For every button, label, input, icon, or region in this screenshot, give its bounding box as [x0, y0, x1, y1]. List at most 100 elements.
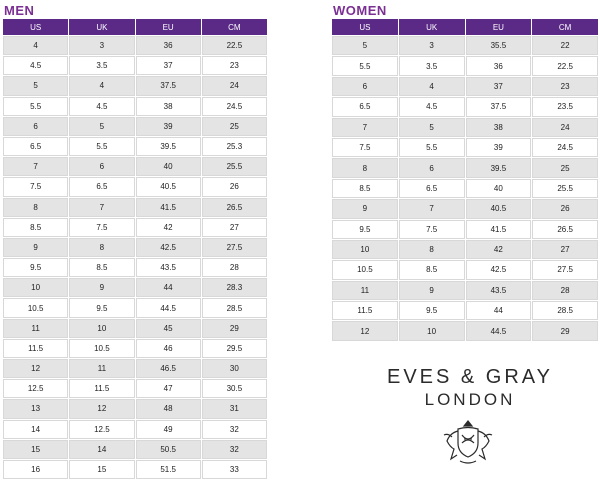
- table-cell: 7.5: [69, 217, 135, 237]
- table-cell: 25: [532, 158, 598, 178]
- table-cell: 43.5: [135, 258, 201, 278]
- table-cell: 3.5: [398, 56, 465, 76]
- table-row: 4.5 3.5 37 23: [3, 56, 267, 76]
- table-cell: 7.5: [398, 219, 465, 239]
- table-row: 7 5 38 24: [332, 117, 598, 137]
- table-cell: 10: [69, 318, 135, 338]
- table-cell: 23: [532, 76, 598, 97]
- men-column-header: UK: [69, 19, 135, 35]
- table-cell: 27.5: [532, 260, 598, 280]
- table-cell: 45: [135, 318, 201, 338]
- table-cell: 8.5: [398, 260, 465, 280]
- table-cell: 15: [3, 439, 69, 459]
- table-cell: 35.5: [465, 36, 532, 56]
- table-cell: 24: [201, 76, 267, 96]
- women-column-header: UK: [398, 19, 465, 35]
- table-cell: 25.5: [532, 178, 598, 199]
- table-cell: 47: [135, 379, 201, 399]
- table-cell: 30: [201, 359, 267, 379]
- table-row: 10 9 44 28.3: [3, 278, 267, 298]
- table-cell: 4: [69, 76, 135, 96]
- table-cell: 36: [465, 56, 532, 76]
- women-size-table: US UK EU CM 5 3 35.5 22 5.5 3.5 36 22.5 6 4 37 23 6.5 4.…: [331, 18, 599, 342]
- table-row: 4 3 36 22.5: [3, 36, 267, 56]
- table-cell: 24: [532, 117, 598, 137]
- table-cell: 12: [332, 321, 398, 341]
- table-row: 9 8 42.5 27.5: [3, 237, 267, 258]
- table-cell: 10.5: [69, 338, 135, 358]
- table-cell: 10: [398, 321, 465, 341]
- table-row: 15 14 50.5 32: [3, 439, 267, 459]
- table-cell: 37.5: [465, 97, 532, 117]
- brand-name: EVES & GRAY: [386, 366, 553, 388]
- table-cell: 28: [201, 258, 267, 278]
- table-cell: 28.5: [201, 298, 267, 318]
- table-cell: 46: [135, 338, 201, 358]
- table-cell: 9.5: [398, 301, 465, 321]
- table-row: 7.5 6.5 40.5 26: [3, 177, 267, 197]
- table-cell: 48: [135, 399, 201, 419]
- table-cell: 22: [532, 36, 598, 56]
- table-cell: 14: [3, 419, 69, 439]
- table-cell: 39.5: [465, 158, 532, 178]
- table-row: 5 3 35.5 22: [332, 36, 598, 56]
- table-cell: 40.5: [465, 199, 532, 219]
- table-cell: 8.5: [332, 178, 398, 199]
- men-section-title: MEN: [4, 3, 35, 18]
- table-cell: 27: [201, 217, 267, 237]
- table-cell: 5: [398, 117, 465, 137]
- table-cell: 9: [398, 280, 465, 301]
- table-cell: 11: [3, 318, 69, 338]
- table-cell: 23.5: [532, 97, 598, 117]
- table-row: 11.5 10.5 46 29.5: [3, 338, 267, 358]
- table-cell: 31: [201, 399, 267, 419]
- table-cell: 9: [3, 237, 69, 258]
- table-cell: 10.5: [3, 298, 69, 318]
- women-header-row: US UK EU CM: [332, 19, 598, 35]
- table-cell: 8.5: [3, 217, 69, 237]
- women-column-header: EU: [465, 19, 532, 35]
- table-cell: 40: [135, 157, 201, 177]
- table-cell: 49: [135, 419, 201, 439]
- table-cell: 40.5: [135, 177, 201, 197]
- table-row: 10.5 8.5 42.5 27.5: [332, 260, 598, 280]
- table-cell: 42.5: [135, 237, 201, 258]
- table-cell: 6.5: [332, 97, 398, 117]
- table-cell: 5: [69, 116, 135, 136]
- table-cell: 7: [69, 197, 135, 217]
- table-cell: 4.5: [69, 96, 135, 116]
- table-cell: 41.5: [135, 197, 201, 217]
- table-cell: 11.5: [332, 301, 398, 321]
- table-cell: 22.5: [201, 36, 267, 56]
- table-cell: 8.5: [69, 258, 135, 278]
- table-cell: 4.5: [398, 97, 465, 117]
- table-cell: 6.5: [3, 136, 69, 157]
- table-row: 12 10 44.5 29: [332, 321, 598, 341]
- table-cell: 39: [135, 116, 201, 136]
- table-row: 16 15 51.5 33: [3, 459, 267, 480]
- table-cell: 10.5: [332, 260, 398, 280]
- table-cell: 38: [135, 96, 201, 116]
- table-cell: 4.5: [3, 56, 69, 76]
- table-row: 8 6 39.5 25: [332, 158, 598, 178]
- table-cell: 25.5: [201, 157, 267, 177]
- table-row: 12 11 46.5 30: [3, 359, 267, 379]
- table-cell: 25.3: [201, 136, 267, 157]
- table-cell: 39.5: [135, 136, 201, 157]
- table-cell: 8: [69, 237, 135, 258]
- table-cell: 7.5: [332, 137, 398, 158]
- table-cell: 38: [465, 117, 532, 137]
- table-cell: 9.5: [3, 258, 69, 278]
- table-cell: 4: [398, 76, 465, 97]
- men-size-table: US UK EU CM 4 3 36 22.5 4.5 3.5 37 23 5 4 37.5 24 5.5 4.…: [2, 18, 268, 481]
- table-cell: 28: [532, 280, 598, 301]
- table-cell: 10: [3, 278, 69, 298]
- table-cell: 6: [332, 76, 398, 97]
- table-cell: 9: [332, 199, 398, 219]
- table-cell: 41.5: [465, 219, 532, 239]
- table-row: 7 6 40 25.5: [3, 157, 267, 177]
- table-cell: 42.5: [465, 260, 532, 280]
- table-cell: 6.5: [69, 177, 135, 197]
- table-cell: 13: [3, 399, 69, 419]
- table-cell: 28.3: [201, 278, 267, 298]
